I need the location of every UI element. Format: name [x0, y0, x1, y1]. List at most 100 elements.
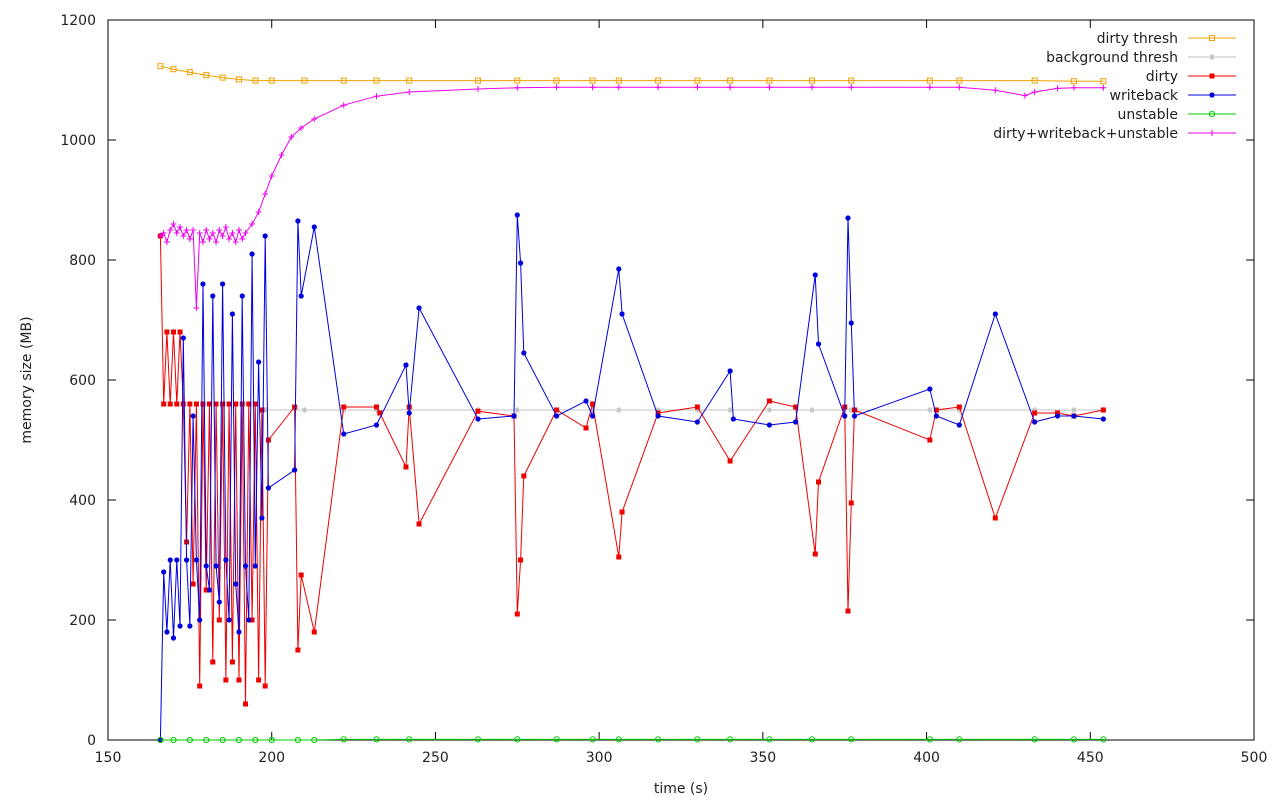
data-point: [926, 84, 933, 91]
data-point: [197, 617, 203, 623]
data-point: [298, 572, 304, 578]
data-point: [793, 404, 799, 410]
data-point: [252, 77, 259, 84]
data-point: [992, 311, 998, 317]
data-point: [246, 401, 252, 407]
data-point: [256, 359, 262, 365]
data-point: [517, 260, 524, 266]
data-point: [694, 419, 700, 425]
legend-label: dirty thresh: [1097, 31, 1178, 47]
data-point: [553, 413, 560, 419]
data-point: [170, 66, 177, 73]
data-point: [514, 77, 521, 84]
data-point: [239, 401, 245, 407]
data-point: [229, 659, 235, 665]
data-point: [203, 227, 210, 233]
data-point: [311, 629, 317, 635]
data-point: [180, 401, 186, 407]
data-point: [416, 521, 422, 527]
data-point: [518, 557, 524, 563]
data-point: [619, 509, 625, 515]
data-point: [196, 230, 203, 236]
data-point: [186, 236, 193, 242]
data-point: [161, 569, 167, 575]
data-point: [163, 239, 170, 245]
data-point: [340, 102, 347, 109]
data-point: [161, 401, 167, 407]
data-point: [1070, 407, 1077, 413]
legend-label: writeback: [1110, 88, 1179, 104]
data-point: [262, 233, 268, 239]
data-point: [177, 224, 184, 230]
data-point: [1031, 736, 1038, 743]
data-point: [259, 407, 265, 413]
data-point: [235, 227, 242, 233]
data-point: [262, 407, 269, 413]
data-point: [848, 320, 854, 326]
data-point: [262, 191, 269, 197]
legend-item: writeback: [1110, 88, 1236, 104]
data-point: [167, 227, 174, 233]
data-point: [521, 473, 527, 479]
data-point: [200, 401, 206, 407]
data-point: [226, 617, 232, 623]
data-point: [848, 736, 855, 743]
data-point: [842, 413, 848, 419]
data-point: [236, 629, 242, 635]
data-point: [288, 134, 295, 140]
data-point: [694, 404, 700, 410]
data-point: [219, 74, 226, 81]
data-point: [1032, 410, 1038, 416]
data-point: [373, 736, 380, 743]
data-point: [1032, 419, 1038, 425]
data-point: [403, 362, 409, 368]
data-point: [252, 563, 258, 569]
legend-swatch-marker: [1209, 35, 1215, 41]
data-point: [1031, 77, 1038, 84]
data-point: [292, 467, 298, 473]
data-point: [694, 77, 701, 84]
data-point: [298, 125, 305, 131]
legend-swatch-marker: [1209, 54, 1215, 60]
data-point: [207, 401, 213, 407]
series-unstable: [157, 736, 1107, 744]
legend-item: background thresh: [1046, 50, 1236, 66]
legend-swatch-marker: [1209, 130, 1215, 136]
data-point: [311, 736, 318, 744]
data-point: [655, 413, 661, 419]
data-point: [223, 557, 229, 563]
data-point: [216, 599, 222, 605]
data-point: [812, 551, 818, 557]
data-point: [808, 84, 815, 91]
y-tick-label: 800: [69, 253, 96, 269]
data-point: [727, 368, 733, 374]
data-point: [259, 515, 265, 521]
data-point: [406, 89, 413, 95]
legend-item: dirty: [1146, 69, 1236, 85]
data-point: [193, 401, 199, 407]
data-point: [1031, 407, 1038, 413]
data-point: [992, 87, 999, 94]
legend-label: dirty+writeback+unstable: [993, 126, 1178, 142]
data-point: [615, 407, 622, 413]
data-point: [190, 581, 196, 587]
data-point: [164, 329, 170, 335]
data-point: [727, 77, 734, 84]
data-point: [311, 116, 318, 122]
data-point: [340, 736, 347, 743]
data-point: [589, 84, 596, 91]
y-axis-label: memory size (MB): [19, 316, 35, 443]
data-point: [1070, 78, 1077, 85]
data-point: [295, 218, 301, 224]
data-point: [521, 350, 527, 356]
data-point: [177, 329, 183, 335]
data-point: [301, 407, 308, 413]
data-point: [615, 77, 622, 84]
data-point: [816, 479, 822, 485]
data-point: [694, 736, 701, 743]
data-point: [157, 737, 163, 743]
data-point: [187, 401, 193, 407]
data-point: [160, 230, 167, 236]
data-point: [292, 404, 298, 410]
data-point: [851, 413, 858, 419]
